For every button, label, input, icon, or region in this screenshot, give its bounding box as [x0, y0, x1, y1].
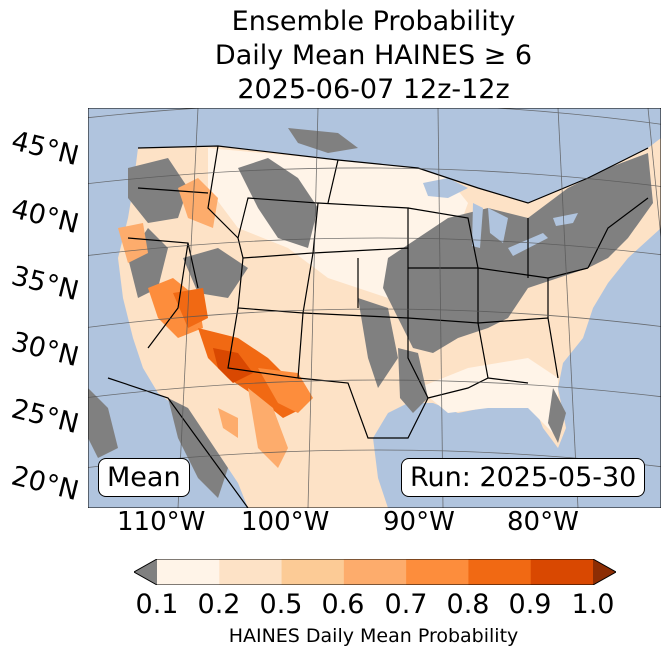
lat-label-30: 30°N — [8, 326, 82, 374]
lat-label-45: 45°N — [8, 125, 82, 173]
masked-north — [238, 158, 318, 248]
lat-label-25: 25°N — [8, 393, 82, 441]
colorbar-segment — [343, 559, 407, 585]
lon-label-100: 100°W — [241, 507, 330, 537]
title-line-2: Daily Mean HAINES ≥ 6 — [214, 40, 533, 71]
colorbar-label: HAINES Daily Mean Probability — [228, 625, 519, 647]
great-lakes — [423, 178, 468, 198]
lon-label-110: 110°W — [117, 507, 206, 537]
colorbar-segment — [530, 559, 594, 585]
colorbar-tick: 1.0 — [571, 589, 615, 620]
mean-label: Mean — [98, 458, 190, 497]
title-line-1: Ensemble Probability — [231, 6, 516, 37]
colorbar-tick: 0.7 — [384, 589, 428, 620]
lat-label-35: 35°N — [8, 260, 82, 308]
hotspot-west — [178, 178, 218, 228]
lon-label-90: 90°W — [383, 507, 455, 537]
colorbar-tick: 0.9 — [508, 589, 552, 620]
colorbar-segment — [406, 559, 469, 585]
colorbar-tick: 0.5 — [259, 589, 303, 620]
colorbar-tick: 0.1 — [135, 589, 179, 620]
lat-label-20: 20°N — [8, 460, 82, 508]
colorbar-segment — [281, 559, 345, 585]
colorbar-over-arrow — [593, 559, 616, 585]
colorbar-segment — [219, 559, 283, 585]
colorbar-tick: 0.8 — [446, 589, 490, 620]
colorbar-tick: 0.2 — [197, 589, 241, 620]
probability-map — [88, 108, 661, 508]
colorbar-segment — [157, 559, 220, 585]
run-date-label: Run: 2025-05-30 — [401, 458, 646, 497]
lon-label-80: 80°W — [507, 507, 579, 537]
colorbar-under-arrow — [134, 559, 157, 585]
colorbar-tick: 0.6 — [321, 589, 365, 620]
title-line-3: 2025-06-07 12z-12z — [237, 74, 510, 105]
colorbar — [134, 559, 616, 585]
lat-label-40: 40°N — [8, 193, 82, 241]
colorbar-segment — [468, 559, 532, 585]
